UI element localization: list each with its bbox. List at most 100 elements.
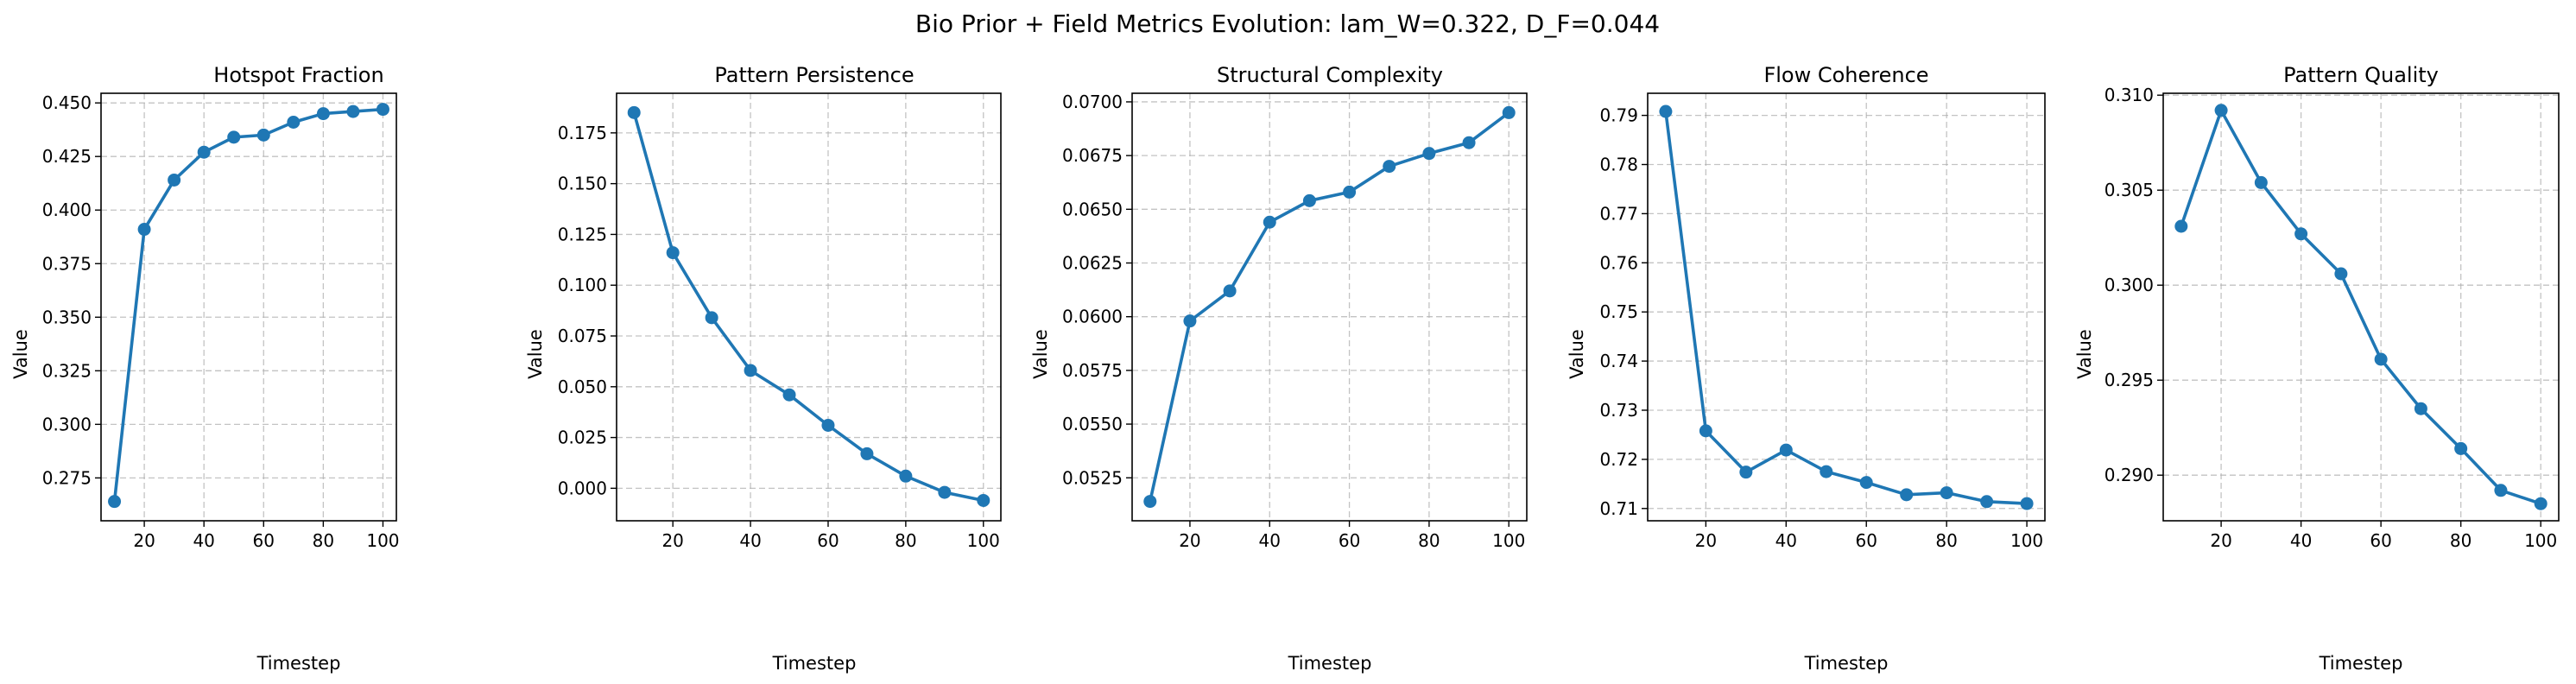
chart-title: Hotspot Fraction <box>213 63 383 87</box>
y-tick-label: 0.72 <box>1599 449 1638 470</box>
y-axis-label: Value <box>1030 329 1051 379</box>
data-point <box>782 388 796 402</box>
y-tick-label: 0.350 <box>42 307 92 327</box>
chart-title: Pattern Quality <box>2283 63 2439 87</box>
y-tick-label: 0.310 <box>2104 85 2154 105</box>
x-axis-label: Timestep <box>1288 653 1372 674</box>
y-tick-label: 0.300 <box>2104 275 2154 295</box>
data-point <box>1940 486 1953 500</box>
x-tick-label: 60 <box>2370 530 2391 551</box>
data-point <box>1502 105 1516 119</box>
data-point <box>256 128 270 142</box>
data-point <box>2214 104 2228 117</box>
x-tick-label: 80 <box>1418 530 1440 551</box>
x-tick-label: 20 <box>661 530 683 551</box>
plot-area-frame <box>2162 92 2560 522</box>
plot-area-frame <box>1131 92 1528 522</box>
data-point <box>1900 488 1914 502</box>
data-point <box>1183 314 1197 328</box>
series-line <box>1148 111 1511 504</box>
y-tick-label: 0.0600 <box>1062 307 1123 327</box>
data-point <box>168 173 181 187</box>
y-tick-label: 0.375 <box>42 253 92 274</box>
x-tick-label: 100 <box>2010 530 2043 551</box>
series-line <box>1664 110 2029 505</box>
x-tick-label: 20 <box>1179 530 1200 551</box>
data-point <box>197 145 211 159</box>
chart-title: Flow Coherence <box>1763 63 1928 87</box>
data-point <box>1462 136 1476 149</box>
y-tick-label: 0.74 <box>1599 351 1638 371</box>
x-axis-label: Timestep <box>1804 653 1889 674</box>
y-tick-label: 0.76 <box>1599 252 1638 273</box>
x-tick-label: 20 <box>133 530 155 551</box>
y-tick-label: 0.000 <box>558 478 607 498</box>
x-tick-label: 80 <box>895 530 916 551</box>
data-point <box>1143 495 1157 509</box>
series-line <box>112 107 385 504</box>
x-tick-label: 100 <box>1492 530 1525 551</box>
x-tick-label: 60 <box>1339 530 1360 551</box>
data-point <box>316 107 330 121</box>
x-axis-label: Timestep <box>256 653 341 674</box>
chart-title: Structural Complexity <box>1217 63 1443 87</box>
x-tick-label: 40 <box>739 530 761 551</box>
y-tick-label: 0.175 <box>558 123 607 143</box>
data-point <box>1343 185 1357 199</box>
data-point <box>938 485 952 499</box>
data-point <box>1859 476 1873 490</box>
x-tick-label: 100 <box>366 530 399 551</box>
data-point <box>2334 267 2348 281</box>
x-tick-label: 60 <box>817 530 839 551</box>
data-point <box>1980 495 1994 509</box>
x-tick-label: 40 <box>1775 530 1797 551</box>
x-tick-label: 80 <box>2450 530 2472 551</box>
data-point <box>627 105 641 119</box>
chart-panel-structural-complexity: Structural Complexity Timestep Value 0.0… <box>1030 63 1528 674</box>
data-point <box>2294 227 2308 241</box>
data-point <box>1820 465 1833 478</box>
y-tick-label: 0.275 <box>42 467 92 488</box>
data-point <box>705 311 718 325</box>
plot-area-frame <box>616 92 1002 522</box>
data-point <box>1223 284 1237 298</box>
y-tick-label: 0.450 <box>42 92 92 113</box>
y-tick-label: 0.0525 <box>1062 467 1123 488</box>
y-tick-label: 0.0700 <box>1062 92 1123 112</box>
chart-panel-flow-coherence: Flow Coherence Timestep Value 0.71 0.72 0.… <box>1566 63 2046 674</box>
y-axis-label: Value <box>525 329 546 379</box>
data-point <box>977 493 991 507</box>
x-tick-label: 100 <box>2524 530 2557 551</box>
y-tick-label: 0.125 <box>558 224 607 244</box>
data-point <box>2454 441 2468 455</box>
data-point <box>2494 484 2508 497</box>
y-tick-label: 0.79 <box>1599 105 1638 126</box>
y-tick-label: 0.295 <box>2104 370 2154 390</box>
data-point <box>2374 352 2388 366</box>
y-tick-label: 0.78 <box>1599 155 1638 175</box>
x-tick-label: 60 <box>1856 530 1877 551</box>
x-tick-label: 20 <box>2210 530 2231 551</box>
data-point <box>287 115 301 129</box>
y-tick-label: 0.050 <box>558 377 607 397</box>
data-point <box>227 130 241 144</box>
y-tick-label: 0.0650 <box>1062 199 1123 219</box>
series-line <box>2180 109 2542 506</box>
data-point <box>1779 443 1793 457</box>
y-tick-label: 0.0675 <box>1062 145 1123 166</box>
data-point <box>2020 497 2034 510</box>
y-tick-label: 0.325 <box>42 360 92 381</box>
x-tick-label: 40 <box>1259 530 1281 551</box>
x-axis-label: Timestep <box>772 653 857 674</box>
y-tick-label: 0.100 <box>558 275 607 295</box>
y-axis-label: Value <box>2074 329 2095 379</box>
plot-area-frame <box>100 92 397 522</box>
y-tick-label: 0.0550 <box>1062 414 1123 434</box>
data-point <box>376 103 389 117</box>
data-point <box>1383 160 1396 174</box>
x-tick-label: 80 <box>1935 530 1957 551</box>
data-point <box>2254 175 2268 189</box>
data-point <box>2174 219 2188 233</box>
x-axis-label: Timestep <box>2319 653 2403 674</box>
